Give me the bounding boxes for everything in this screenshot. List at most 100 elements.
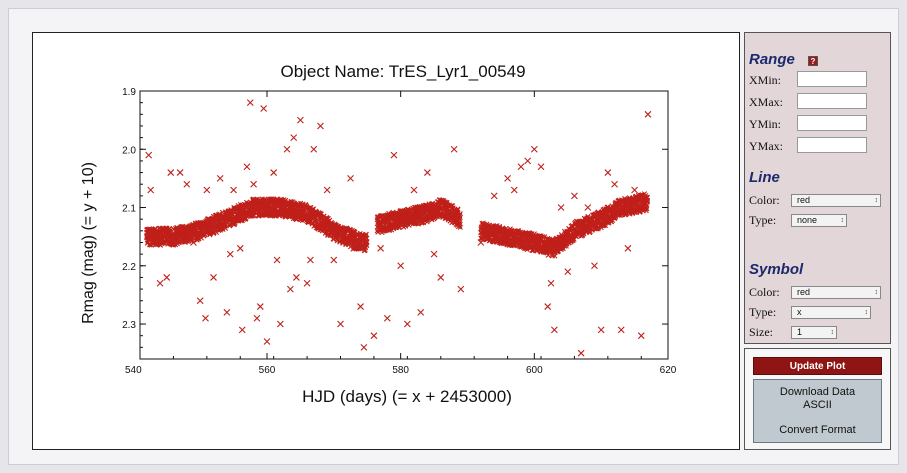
outlier-point [147, 186, 155, 194]
outlier-point [286, 285, 294, 293]
x-tick-label: 540 [125, 365, 142, 376]
range-header: Range [749, 51, 795, 68]
x-tick-label: 620 [660, 365, 677, 376]
data-point [457, 216, 463, 222]
outlier-point [584, 204, 592, 211]
outlier-point [303, 279, 311, 287]
outlier-point [624, 244, 632, 252]
line-type-select[interactable]: none ↕ [791, 214, 847, 227]
ymin-input[interactable] [797, 115, 867, 131]
outlier-point [577, 349, 585, 357]
outlier-point [260, 105, 268, 112]
plot-area [139, 90, 669, 360]
symbol-color-select[interactable]: red ↕ [791, 286, 881, 299]
outlier-point [360, 343, 368, 351]
outlier-point [230, 186, 237, 194]
x-tick-label: 580 [392, 365, 409, 376]
data-point [364, 239, 370, 245]
outlier-point [544, 303, 552, 310]
y-axis-label: Rmag (mag) (= y + 10) [80, 162, 97, 324]
outlier-point [537, 163, 545, 171]
outlier-point [457, 285, 465, 293]
outlier-point [417, 309, 425, 316]
update-plot-button[interactable]: Update Plot [753, 357, 882, 375]
symbol-size-select[interactable]: 1 ↕ [791, 326, 837, 339]
symbol-type-select[interactable]: x ↕ [791, 306, 871, 319]
download-data-button[interactable]: Download Data ASCII Convert Format [753, 379, 882, 443]
outlier-point [617, 326, 625, 334]
outlier-point [203, 186, 211, 194]
outlier-point [243, 163, 251, 171]
symbol-color-value: red [797, 287, 811, 297]
outlier-point [310, 145, 318, 153]
x-axis-label: HJD (days) (= x + 2453000) [302, 387, 512, 406]
symbol-type-label: Type: [749, 305, 777, 319]
outlier-point [477, 239, 485, 246]
download-data-label: Download Data [779, 386, 856, 398]
outlier-point [253, 314, 261, 322]
xmax-input[interactable] [797, 93, 867, 109]
outlier-point [216, 175, 224, 182]
outlier-point [557, 204, 565, 211]
outlier-point [377, 244, 384, 252]
outlier-point [591, 262, 598, 270]
outlier-point [270, 169, 278, 176]
outlier-point [226, 250, 234, 258]
outlier-point [430, 250, 438, 258]
symbol-header: Symbol [749, 261, 804, 278]
outlier-point [397, 262, 405, 270]
ymin-label: YMin: [749, 117, 782, 131]
outlier-point [571, 192, 578, 200]
y-tick-label: 2.2 [122, 262, 136, 273]
xmin-input[interactable] [797, 71, 867, 87]
y-tick-label: 1.9 [122, 87, 136, 98]
data-point [644, 194, 651, 201]
outlier-point [293, 274, 300, 281]
download-format-label: ASCII [803, 399, 832, 411]
outlier-point [156, 279, 164, 287]
outlier-point [490, 192, 498, 200]
outlier-point [307, 256, 314, 264]
select-arrows-icon: ↕ [874, 289, 879, 296]
outlier-point [370, 332, 378, 340]
select-arrows-icon: ↕ [840, 217, 845, 224]
outlier-point [263, 338, 271, 345]
data-point [457, 214, 463, 221]
select-arrows-icon: ↕ [830, 329, 835, 336]
outlier-point [250, 180, 258, 188]
range-help-icon[interactable]: ? [808, 56, 818, 66]
data-point [644, 199, 651, 205]
data-point [238, 218, 244, 224]
outlier-point [547, 279, 555, 287]
outlier-point [350, 244, 358, 252]
data-point [364, 242, 370, 249]
outlier-point [357, 303, 364, 310]
xmax-label: XMax: [749, 95, 783, 109]
outlier-point [550, 326, 558, 334]
outlier-point [524, 157, 532, 165]
line-header: Line [749, 169, 780, 186]
data-point [540, 234, 546, 240]
x-tick-label: 560 [259, 365, 276, 376]
outlier-point [403, 320, 411, 328]
outlier-point [167, 169, 175, 176]
ymax-input[interactable] [797, 137, 867, 153]
select-arrows-icon: ↕ [874, 197, 879, 204]
x-tick-label: 600 [526, 365, 543, 376]
outlier-point [283, 145, 291, 153]
plot-panel: Object Name: TrES_Lyr1_00549 HJD (days) … [32, 32, 740, 450]
symbol-color-label: Color: [749, 285, 780, 299]
line-color-select[interactable]: red ↕ [791, 194, 881, 207]
line-type-label: Type: [749, 213, 777, 227]
y-tick-label: 2.1 [122, 204, 136, 215]
convert-format-label: Convert Format [779, 424, 856, 436]
outlier-point [530, 145, 538, 153]
ymax-label: YMax: [749, 139, 783, 153]
outlier-point [202, 314, 209, 322]
outlier-point [631, 186, 638, 194]
outlier-point [236, 244, 244, 252]
y-tick-label: 2.3 [122, 320, 136, 331]
outlier-point [337, 320, 344, 328]
outlier-point [223, 309, 231, 316]
outlier-point [163, 274, 171, 281]
